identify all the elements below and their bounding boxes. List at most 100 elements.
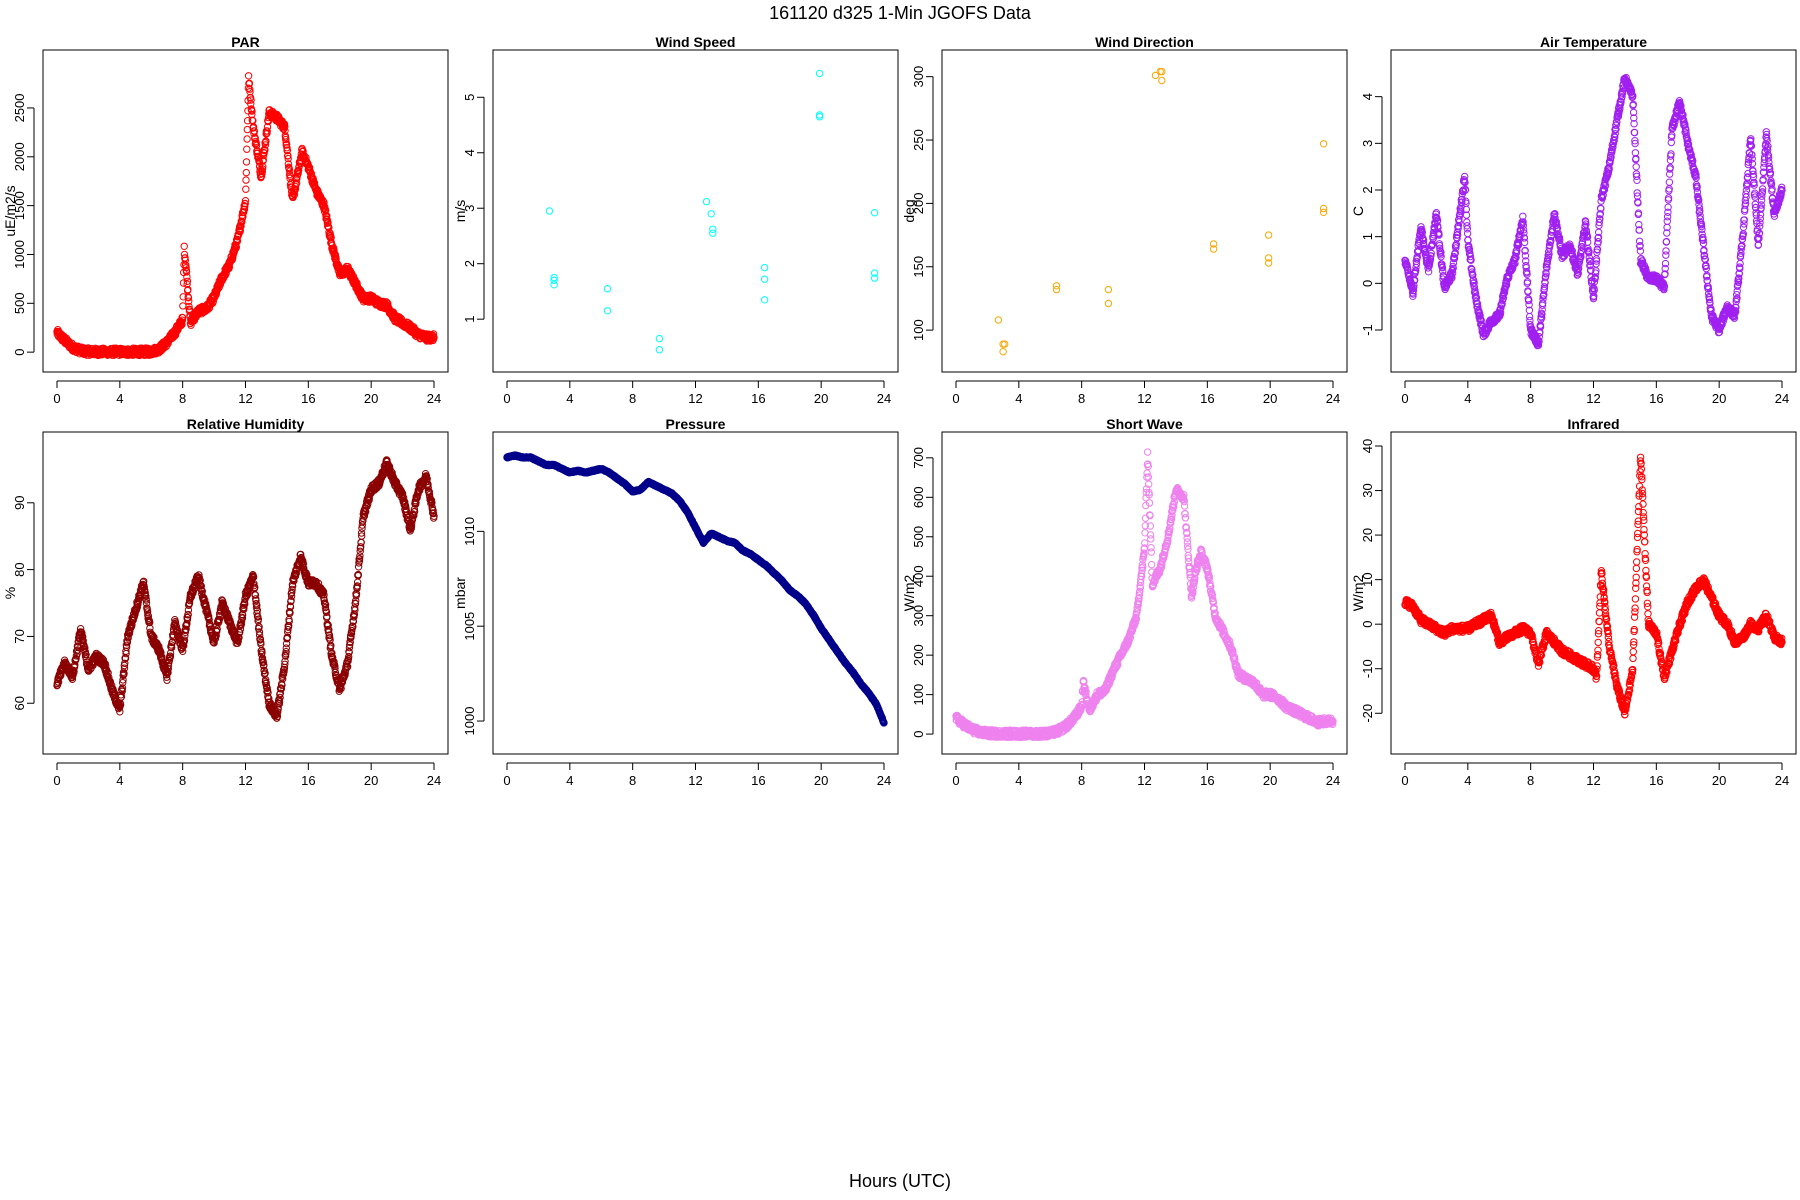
x-tick-label: 8 bbox=[1078, 391, 1085, 406]
data-point bbox=[1469, 271, 1477, 279]
y-tick-label: 500 bbox=[12, 292, 27, 314]
points-air-temperature bbox=[1401, 73, 1786, 350]
data-point bbox=[429, 330, 438, 338]
data-point bbox=[239, 212, 247, 221]
y-tick-label: 5 bbox=[462, 94, 477, 101]
data-point bbox=[263, 127, 271, 135]
data-point bbox=[1466, 252, 1475, 261]
data-point bbox=[1209, 245, 1218, 253]
data-point bbox=[430, 333, 438, 342]
data-point bbox=[243, 135, 251, 143]
data-point bbox=[184, 285, 192, 294]
data-point bbox=[1435, 231, 1443, 239]
data-point bbox=[1451, 249, 1460, 257]
x-tick-label: 12 bbox=[238, 391, 252, 406]
x-tick-label: 24 bbox=[427, 391, 441, 406]
data-point bbox=[1209, 240, 1218, 248]
data-point bbox=[1663, 213, 1672, 221]
data-point bbox=[320, 198, 328, 207]
data-point bbox=[252, 139, 260, 147]
data-point bbox=[1496, 309, 1505, 317]
x-axis-air-temperature: 0 4 8 12 16 20 24 bbox=[1401, 380, 1789, 406]
ylabel-wind-direction: deg bbox=[901, 199, 917, 222]
data-point bbox=[185, 302, 193, 311]
data-point bbox=[1469, 276, 1478, 284]
data-point bbox=[182, 268, 191, 276]
data-point bbox=[1596, 210, 1605, 218]
data-point bbox=[1630, 120, 1638, 128]
y-tick-label: -1 bbox=[1360, 324, 1375, 336]
data-point bbox=[1663, 217, 1672, 225]
y-tick-label: 4 bbox=[1360, 93, 1375, 100]
data-point bbox=[1594, 233, 1603, 242]
data-point bbox=[1611, 130, 1619, 138]
data-point bbox=[1521, 252, 1530, 260]
y-tick-label: 1 bbox=[1360, 233, 1375, 240]
points-wind-speed bbox=[545, 69, 879, 354]
data-point bbox=[290, 190, 299, 199]
data-point bbox=[1635, 220, 1643, 229]
data-point bbox=[1596, 215, 1604, 223]
data-point bbox=[1633, 189, 1641, 197]
data-point bbox=[1664, 194, 1673, 202]
data-point bbox=[183, 277, 192, 285]
data-point bbox=[1586, 261, 1595, 269]
data-point bbox=[655, 346, 664, 354]
data-point bbox=[760, 263, 769, 272]
data-point bbox=[1523, 268, 1531, 276]
panel-title-pressure: Pressure bbox=[666, 416, 726, 432]
data-point bbox=[870, 209, 879, 217]
x-tick-label: 16 bbox=[751, 391, 765, 406]
data-point bbox=[1535, 333, 1544, 341]
points-pressure bbox=[503, 451, 888, 727]
data-point bbox=[1001, 340, 1009, 348]
data-point bbox=[251, 134, 259, 142]
data-point bbox=[709, 229, 717, 237]
data-point bbox=[1520, 234, 1529, 242]
data-point bbox=[550, 281, 558, 289]
x-tick-label: 8 bbox=[179, 391, 186, 406]
data-point bbox=[183, 273, 191, 281]
data-point bbox=[1052, 282, 1061, 290]
ylabel-relative-humidity: % bbox=[2, 587, 18, 599]
data-point bbox=[1535, 337, 1543, 346]
data-point bbox=[1319, 140, 1328, 148]
x-axis-relative-humidity: 0 4 8 12 16 20 24 bbox=[53, 762, 441, 788]
data-point bbox=[1635, 226, 1644, 234]
data-point bbox=[1618, 93, 1626, 101]
data-point bbox=[550, 273, 558, 282]
data-point bbox=[244, 72, 253, 80]
x-tick-label: 16 bbox=[301, 773, 315, 788]
x-tick-label: 4 bbox=[1015, 391, 1022, 406]
data-point bbox=[1264, 259, 1273, 267]
data-point bbox=[1568, 251, 1577, 259]
data-point bbox=[1593, 245, 1602, 254]
data-point bbox=[1437, 248, 1445, 256]
data-point bbox=[1520, 238, 1529, 247]
data-point bbox=[321, 203, 329, 211]
x-tick-label: 0 bbox=[952, 391, 959, 406]
data-point bbox=[1439, 267, 1447, 275]
data-point bbox=[1538, 310, 1546, 318]
data-point bbox=[603, 285, 612, 293]
figure-xlabel: Hours (UTC) bbox=[849, 1171, 951, 1191]
data-point bbox=[282, 135, 290, 144]
data-point bbox=[1498, 300, 1506, 308]
data-point bbox=[1521, 246, 1529, 255]
data-point bbox=[181, 254, 189, 262]
data-point bbox=[294, 166, 303, 175]
data-point bbox=[241, 200, 249, 208]
data-point bbox=[760, 275, 769, 283]
data-point bbox=[1520, 229, 1528, 237]
data-point bbox=[245, 79, 254, 88]
data-point bbox=[1158, 76, 1166, 85]
data-point bbox=[1408, 285, 1417, 293]
data-point bbox=[702, 197, 711, 206]
data-point bbox=[1523, 270, 1531, 278]
data-point bbox=[1463, 225, 1472, 233]
data-point bbox=[243, 145, 251, 153]
data-point bbox=[1403, 261, 1411, 269]
data-point bbox=[284, 151, 292, 160]
